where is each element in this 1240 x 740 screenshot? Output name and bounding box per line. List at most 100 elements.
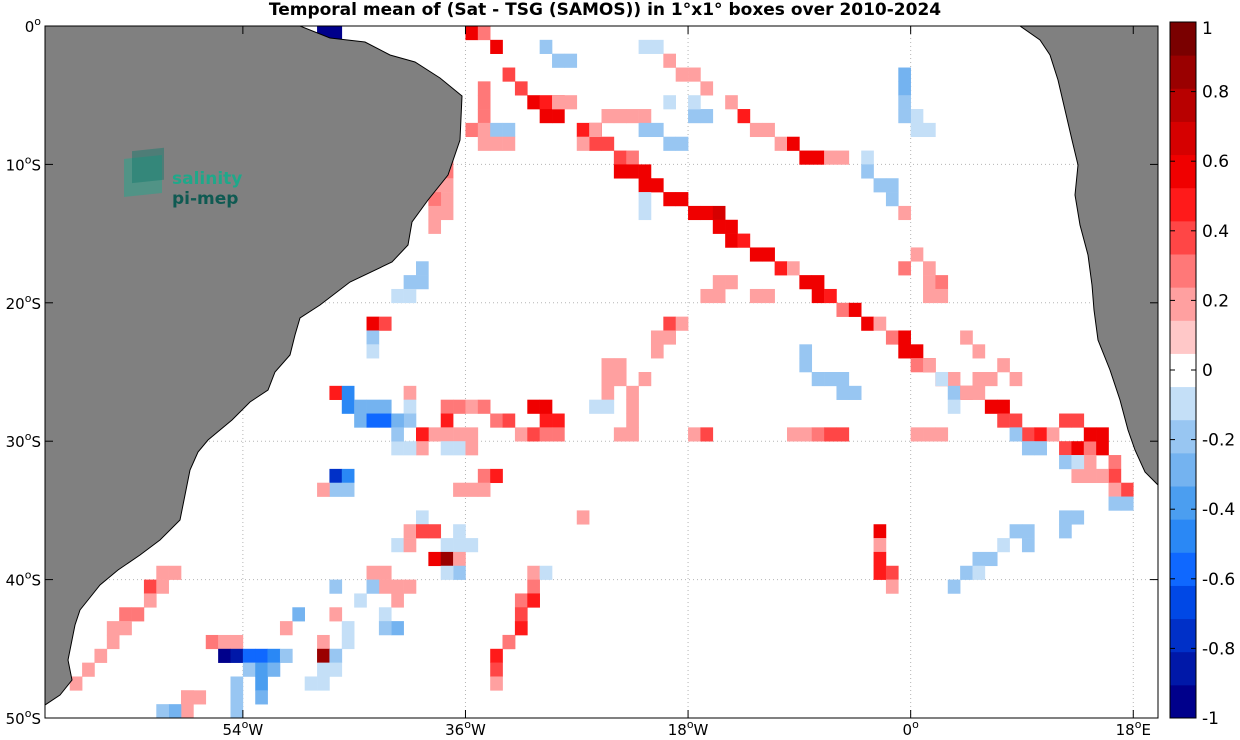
data-cell bbox=[428, 219, 442, 234]
data-cell bbox=[341, 621, 355, 636]
data-cell bbox=[428, 524, 442, 539]
data-cell bbox=[514, 607, 528, 622]
data-cell bbox=[923, 427, 936, 442]
data-cell bbox=[1108, 468, 1122, 484]
colorbar-tick-label: 0.4 bbox=[1202, 222, 1229, 242]
data-cell bbox=[267, 648, 281, 663]
data-cell bbox=[403, 538, 417, 553]
data-cell bbox=[1120, 496, 1134, 511]
data-cell bbox=[601, 109, 615, 124]
colorbar-tick-label: -0.4 bbox=[1202, 500, 1235, 520]
data-cell bbox=[416, 261, 429, 276]
data-cell bbox=[960, 385, 973, 400]
data-cell bbox=[181, 690, 194, 705]
data-cell bbox=[267, 662, 281, 677]
data-cell bbox=[527, 95, 540, 110]
data-cell bbox=[1083, 468, 1097, 484]
data-cell bbox=[1071, 510, 1085, 525]
data-cell bbox=[663, 95, 676, 110]
colorbar-segment bbox=[1170, 419, 1196, 454]
colorbar-segment bbox=[1170, 154, 1196, 189]
data-cell bbox=[799, 344, 813, 359]
data-cell bbox=[490, 648, 503, 663]
data-cell bbox=[725, 219, 738, 234]
data-cell bbox=[193, 690, 207, 705]
data-cell bbox=[453, 441, 466, 456]
data-cell bbox=[539, 427, 553, 442]
data-cell bbox=[465, 538, 479, 553]
colorbar-segment bbox=[1170, 684, 1196, 719]
data-cell bbox=[391, 579, 404, 594]
colorbar-tick-label: -1 bbox=[1202, 709, 1219, 729]
data-cell bbox=[168, 704, 182, 718]
data-cell bbox=[1108, 482, 1122, 497]
data-cell bbox=[1071, 468, 1085, 484]
data-cell bbox=[923, 261, 936, 276]
data-cell bbox=[626, 399, 639, 414]
colorbar-tick-label: 0.2 bbox=[1202, 291, 1229, 311]
data-cell bbox=[230, 676, 244, 691]
colorbar bbox=[1169, 21, 1197, 719]
colorbar-segment bbox=[1170, 486, 1196, 520]
data-cell bbox=[923, 288, 936, 304]
data-cell bbox=[230, 690, 244, 705]
data-cell bbox=[762, 288, 775, 304]
data-cell bbox=[984, 372, 998, 387]
data-cell bbox=[502, 122, 516, 138]
data-cell bbox=[514, 621, 528, 636]
colorbar-segment bbox=[1170, 287, 1196, 321]
data-cell bbox=[589, 136, 602, 151]
y-tick-label: 50oS bbox=[6, 707, 41, 728]
data-cell bbox=[638, 39, 652, 54]
data-cell bbox=[873, 538, 887, 553]
data-cell bbox=[477, 468, 491, 484]
data-cell bbox=[1108, 496, 1122, 511]
data-cell bbox=[898, 330, 911, 345]
data-cell bbox=[712, 275, 726, 290]
data-cell bbox=[824, 372, 837, 387]
data-cell bbox=[601, 358, 615, 373]
data-cell bbox=[873, 524, 887, 539]
data-cell bbox=[119, 621, 132, 636]
data-cell bbox=[440, 551, 454, 567]
colorbar-segment bbox=[1170, 254, 1196, 288]
data-cell bbox=[1009, 427, 1023, 442]
data-cell bbox=[638, 372, 652, 387]
data-cell bbox=[527, 565, 540, 580]
data-cell bbox=[626, 150, 639, 165]
data-cell bbox=[836, 150, 850, 165]
data-cell bbox=[675, 67, 689, 82]
data-cell bbox=[403, 288, 417, 304]
colorbar-segment bbox=[1170, 88, 1196, 122]
data-cell bbox=[453, 427, 466, 442]
data-cell bbox=[836, 427, 850, 442]
data-cell bbox=[168, 565, 182, 580]
colorbar-tick-label: 0.8 bbox=[1202, 83, 1229, 103]
x-tick-label: 18oE bbox=[1116, 718, 1151, 739]
data-cell bbox=[416, 524, 429, 539]
data-cell bbox=[366, 330, 380, 345]
data-cell bbox=[613, 150, 627, 165]
data-cell bbox=[218, 634, 231, 650]
data-cell bbox=[675, 192, 689, 207]
data-cell bbox=[477, 399, 491, 414]
data-cell bbox=[465, 122, 479, 138]
logo-emblem-icon bbox=[124, 154, 162, 197]
data-cell bbox=[378, 579, 392, 594]
data-cell bbox=[527, 399, 540, 414]
data-cell bbox=[453, 482, 466, 497]
x-tick-label: 0o bbox=[903, 718, 920, 739]
data-cell bbox=[824, 150, 837, 165]
data-cell bbox=[589, 399, 602, 414]
data-cell bbox=[898, 67, 911, 82]
data-cell bbox=[1034, 427, 1047, 442]
data-cell bbox=[688, 95, 701, 110]
data-cell bbox=[465, 427, 479, 442]
data-cell bbox=[1108, 455, 1122, 470]
data-cell bbox=[787, 427, 800, 442]
data-cell bbox=[391, 621, 404, 636]
data-cell bbox=[490, 136, 503, 151]
data-cell bbox=[143, 593, 157, 608]
data-cell bbox=[490, 662, 503, 677]
